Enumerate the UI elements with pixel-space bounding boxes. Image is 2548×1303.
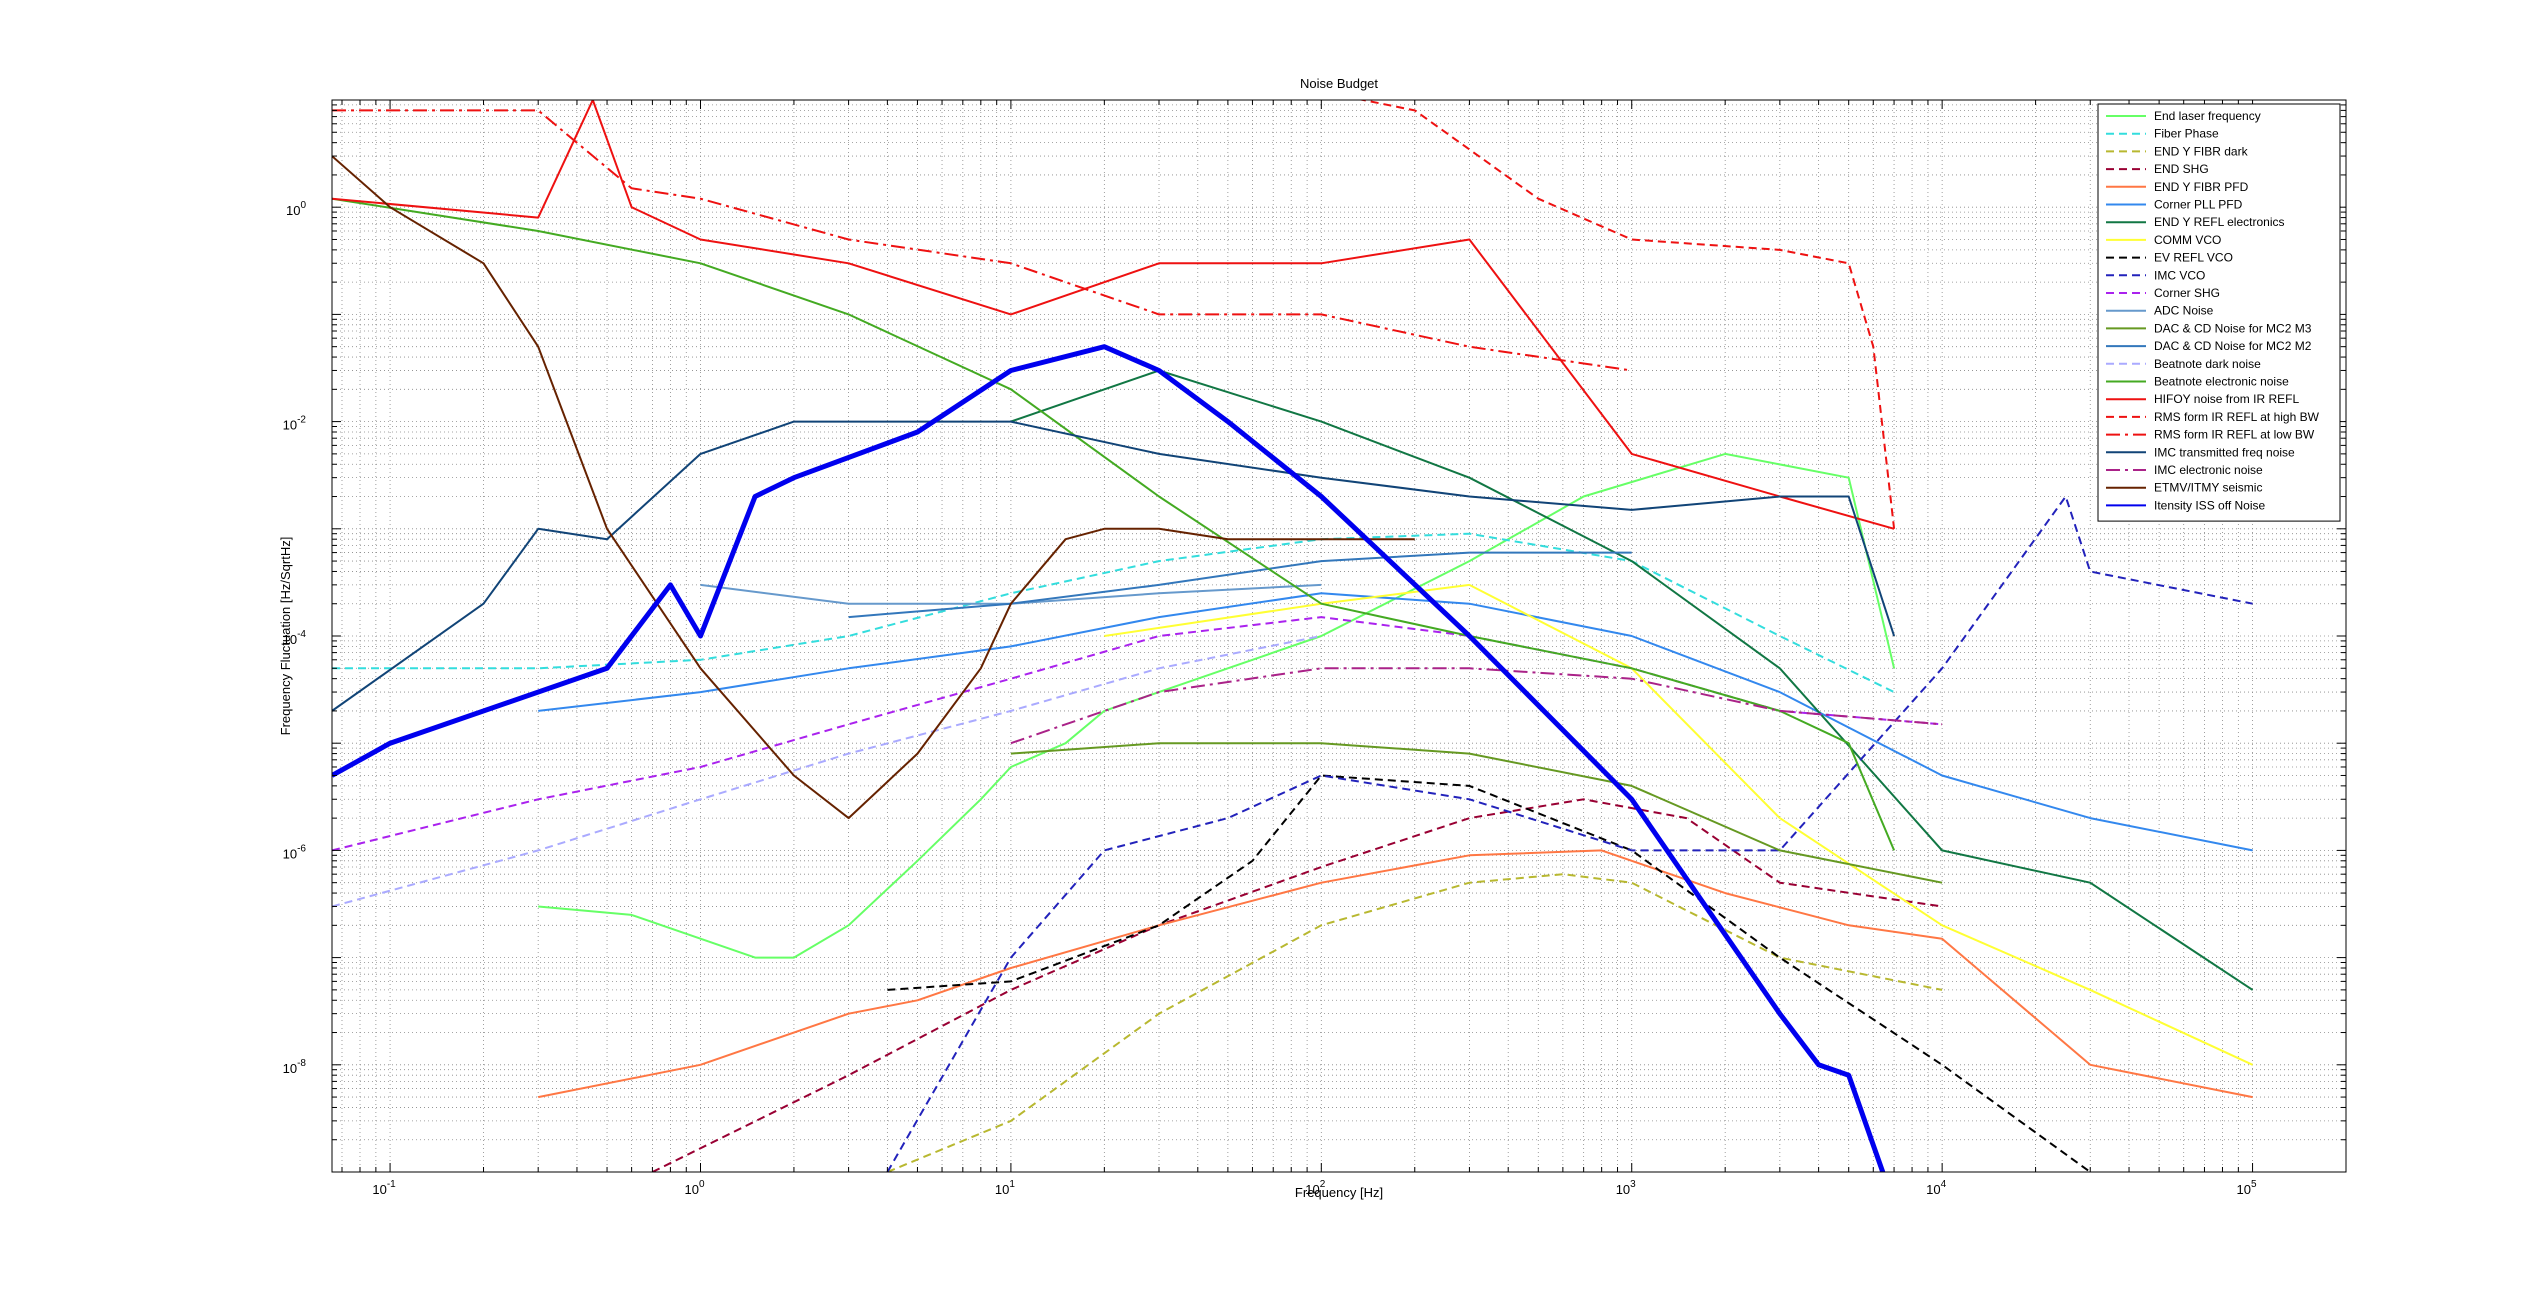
series-line — [332, 155, 1415, 820]
series-line — [887, 873, 1943, 1172]
series-line — [1010, 742, 1943, 884]
legend-label: Fiber Phase — [2154, 127, 2219, 141]
legend-label: ADC Noise — [2154, 304, 2214, 318]
legend-label: Itensity ISS off Noise — [2154, 498, 2265, 512]
legend-label: COMM VCO — [2154, 233, 2221, 247]
legend: End laser frequency Fiber Phase END Y FIBR… — [2097, 103, 2341, 522]
x-tick-label: 10-1 — [372, 1179, 396, 1197]
legend-label: END SHG — [2154, 162, 2209, 176]
axis-ticks: 10-1 100 101 102 103 104 105 10-8 10-6 10-4 10-2 10… — [283, 99, 2347, 1197]
series-line — [1358, 100, 1896, 529]
legend-label: IMC VCO — [2154, 268, 2205, 282]
legend-label: DAC & CD Noise for MC2 M2 — [2154, 339, 2312, 353]
y-tick-label: 10-8 — [283, 1058, 307, 1076]
series-line — [332, 635, 1322, 908]
series-line — [1010, 369, 2254, 991]
x-tick-label: 101 — [995, 1179, 1015, 1197]
series-line — [332, 100, 1895, 530]
legend-label: RMS form IR REFL at high BW — [2154, 410, 2320, 424]
legend-label: IMC transmitted freq noise — [2154, 445, 2295, 459]
series-line — [848, 551, 1632, 619]
x-tick-label: 102 — [1305, 1179, 1325, 1197]
series-line — [538, 592, 2253, 852]
legend-label: End laser frequency — [2154, 109, 2261, 123]
legend-label: END Y REFL electronics — [2154, 215, 2285, 229]
series-line — [887, 774, 2096, 1172]
y-tick-label: 10-2 — [283, 415, 307, 433]
legend-label: EV REFL VCO — [2154, 251, 2233, 265]
series-line — [332, 532, 1895, 693]
legend-label: RMS form IR REFL at low BW — [2154, 428, 2315, 442]
x-tick-label: 105 — [2237, 1179, 2257, 1197]
x-tick-label: 104 — [1926, 1179, 1946, 1197]
series-line — [1010, 667, 1943, 745]
legend-label: DAC & CD Noise for MC2 M3 — [2154, 321, 2312, 335]
legend-label: END Y FIBR dark — [2154, 144, 2249, 158]
x-axis-title: Frequency [Hz] — [1295, 1185, 1383, 1200]
series-line — [886, 495, 2253, 1172]
legend-label: END Y FIBR PFD — [2154, 180, 2249, 194]
legend-label: ETMV/ITMY seismic — [2154, 481, 2262, 495]
y-tick-label: 10-4 — [283, 629, 307, 647]
legend-label: Beatnote electronic noise — [2154, 375, 2289, 389]
series-line — [332, 109, 1632, 372]
y-tick-label: 10-6 — [283, 843, 307, 861]
legend-label: Beatnote dark noise — [2154, 357, 2261, 371]
series-line — [538, 849, 2253, 1099]
series-line — [538, 452, 1896, 959]
series-line — [332, 420, 1896, 712]
series-line — [332, 344, 1886, 1172]
series-group — [332, 100, 2254, 1172]
legend-label: Corner PLL PFD — [2154, 198, 2243, 212]
legend-label: IMC electronic noise — [2154, 463, 2263, 477]
series-line — [1104, 583, 2254, 1066]
series-line — [332, 197, 1896, 851]
x-tick-label: 100 — [684, 1179, 704, 1197]
legend-label: HIFOY noise from IR REFL — [2154, 392, 2299, 406]
y-axis-title: Frequency Fluctuation [Hz/SqrtHz] — [278, 537, 293, 736]
x-tick-label: 103 — [1616, 1179, 1636, 1197]
legend-label: Corner SHG — [2154, 286, 2220, 300]
chart-title: Noise Budget — [1300, 76, 1378, 91]
y-tick-label: 100 — [286, 200, 306, 218]
